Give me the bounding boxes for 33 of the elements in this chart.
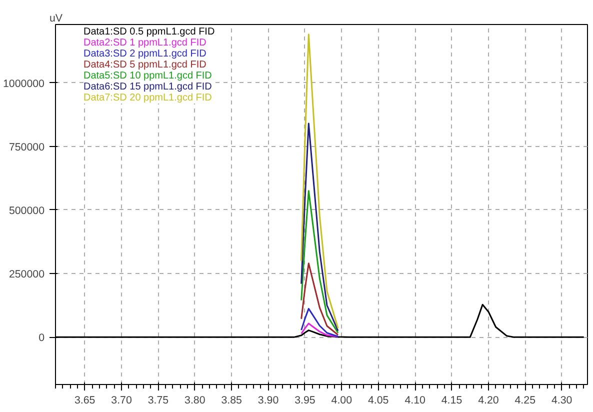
y-tick-label: 250000	[8, 268, 45, 281]
y-axis-title: uV	[50, 12, 64, 24]
text: Data4:SD 5 ppmL1.gcd FID	[84, 60, 206, 70]
x-tick-label: 3.65	[74, 394, 96, 406]
x-tick-label: 3.90	[258, 394, 279, 406]
line-series	[300, 262, 339, 336]
x-tick-label: 4.00	[331, 394, 352, 406]
x-tick-label: 4.30	[551, 394, 572, 406]
x-tick-label: 4.05	[368, 394, 389, 406]
line-series	[300, 322, 339, 338]
x-tick-label: 4.15	[441, 394, 462, 406]
x-tick-label: 3.80	[184, 394, 206, 406]
line-series	[300, 122, 339, 332]
x-tick-label: 3.85	[221, 394, 242, 406]
x-tick-label: 4.25	[514, 394, 536, 406]
text: Data2:SD 1 ppmL1.gcd FID	[84, 38, 206, 48]
y-tick-label: 0	[38, 332, 45, 344]
line-series	[300, 190, 339, 334]
text: Data6:SD 15 ppmL1.gcd FID	[84, 82, 212, 92]
text: Data7:SD 20 ppmL1.gcd FID	[84, 92, 212, 104]
x-tick-label: 3.70	[111, 394, 132, 406]
y-tick-label: 1000000	[3, 78, 45, 90]
line-series	[300, 34, 339, 330]
text: Data3:SD 2 ppmL1.gcd FID	[84, 48, 206, 60]
x-tick-label: 4.20	[478, 394, 499, 406]
x-tick-label: 3.75	[148, 394, 169, 406]
text: Data1:SD 0.5 ppmL1.gcd FID	[84, 26, 215, 38]
text: Data5:SD 10 ppmL1.gcd FID	[84, 70, 212, 82]
y-tick-label: 500000	[8, 204, 45, 217]
x-tick-label: 4.10	[404, 394, 426, 406]
y-tick-label: 750000	[8, 141, 45, 154]
line-series	[300, 308, 339, 338]
x-tick-label: 3.95	[294, 394, 316, 406]
